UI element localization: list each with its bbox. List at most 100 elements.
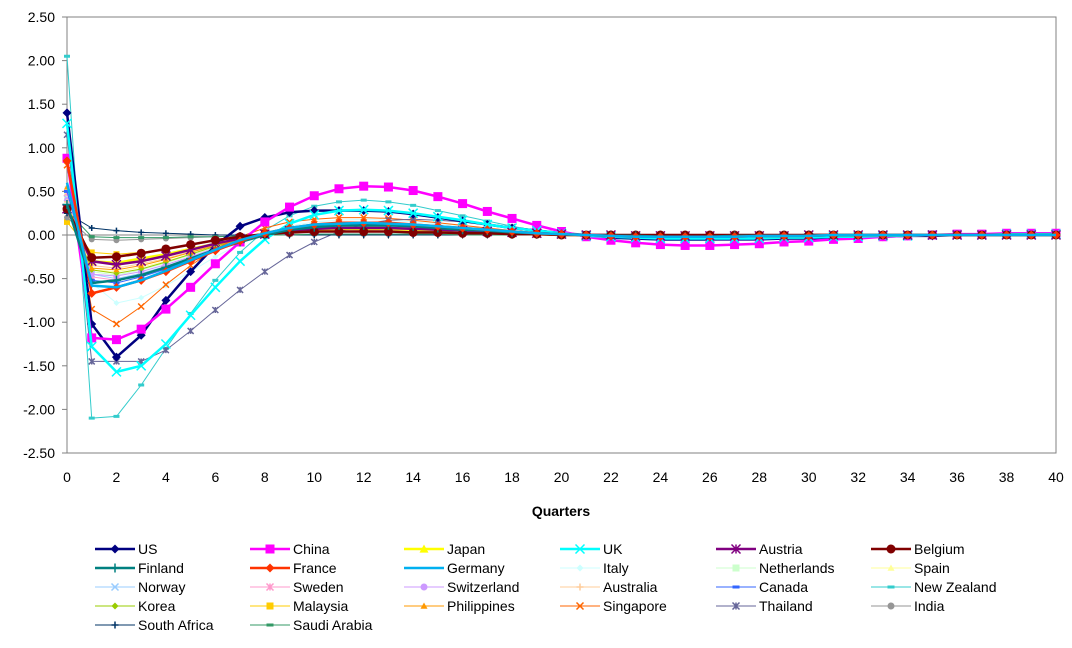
data-point-marker <box>113 236 120 240</box>
x-tick-label: 6 <box>211 469 219 485</box>
x-tick-label: 4 <box>162 469 170 485</box>
data-point-marker <box>779 237 789 247</box>
data-point-marker <box>88 235 95 239</box>
data-point-marker <box>110 544 120 554</box>
legend-item: Malaysia <box>250 598 348 614</box>
legend-label: Norway <box>138 579 185 595</box>
y-tick-label: -0.50 <box>23 271 55 287</box>
data-point-marker <box>265 582 275 592</box>
legend-item: Norway <box>95 579 185 595</box>
data-point-marker <box>235 221 245 231</box>
legend-item: China <box>250 541 330 557</box>
data-point-marker <box>385 200 392 204</box>
data-point-marker <box>383 205 394 216</box>
data-point-marker <box>86 341 97 352</box>
y-tick-label: 2.50 <box>28 9 55 25</box>
data-point-marker <box>111 602 119 610</box>
data-point-marker <box>680 240 690 250</box>
x-tick-label: 14 <box>405 469 421 485</box>
data-point-marker <box>754 239 764 249</box>
data-point-marker <box>212 278 219 282</box>
data-point-marker <box>334 227 344 237</box>
data-point-marker <box>804 236 814 246</box>
x-tick-label: 20 <box>554 469 570 485</box>
legend: US China Japan UK Austria Belgium Finland Franc… <box>95 541 997 633</box>
data-point-marker <box>110 582 120 592</box>
data-point-marker <box>161 244 171 254</box>
data-point-marker <box>360 214 368 222</box>
legend-label: US <box>138 541 157 557</box>
data-point-marker <box>64 214 70 221</box>
legend-label: Japan <box>447 541 485 557</box>
x-tick-label: 18 <box>504 469 520 485</box>
data-point-marker <box>62 156 72 166</box>
data-point-marker <box>161 295 171 305</box>
data-point-marker <box>482 206 492 216</box>
data-point-marker <box>64 189 70 193</box>
legend-label: China <box>293 541 330 557</box>
data-point-marker <box>236 286 244 294</box>
x-tick-label: 8 <box>261 469 269 485</box>
data-point-marker <box>111 259 122 270</box>
data-point-marker <box>186 267 196 277</box>
legend-label: Canada <box>759 579 808 595</box>
data-point-marker <box>162 281 170 289</box>
data-point-marker <box>62 108 72 118</box>
data-point-marker <box>110 563 120 573</box>
legend-item: Austria <box>716 541 803 557</box>
data-point-marker <box>136 360 147 371</box>
data-point-marker <box>432 211 443 222</box>
data-point-marker <box>309 209 320 220</box>
data-point-marker <box>88 225 95 232</box>
data-point-marker <box>111 621 119 629</box>
data-point-marker <box>136 248 146 258</box>
legend-item: India <box>871 598 945 614</box>
data-point-marker <box>408 186 418 196</box>
data-point-marker <box>112 320 120 328</box>
legend-item: Canada <box>716 579 808 595</box>
data-point-marker <box>887 585 895 589</box>
data-point-marker <box>266 602 274 610</box>
legend-label: France <box>293 560 337 576</box>
data-point-marker <box>360 198 367 202</box>
data-point-marker <box>210 235 220 245</box>
legend-label: Philippines <box>447 598 515 614</box>
data-point-marker <box>458 199 468 209</box>
data-point-marker <box>111 335 121 345</box>
legend-item: Finland <box>95 560 184 576</box>
legend-item: US <box>95 541 157 557</box>
x-tick-label: 16 <box>455 469 471 485</box>
data-point-marker <box>433 192 443 202</box>
data-point-marker <box>260 217 270 227</box>
legend-item: Switzerland <box>404 579 519 595</box>
legend-label: South Africa <box>138 617 214 633</box>
data-point-marker <box>457 215 468 226</box>
data-point-marker <box>705 240 715 250</box>
series-line <box>65 182 1056 289</box>
legend-item: Philippines <box>404 598 515 614</box>
data-point-marker <box>162 230 169 237</box>
data-point-marker <box>64 54 70 58</box>
data-point-marker <box>309 191 319 201</box>
data-point-marker <box>136 324 146 334</box>
data-point-marker <box>408 208 419 219</box>
y-tick-label: -1.00 <box>23 314 55 330</box>
data-point-marker <box>732 585 740 589</box>
x-tick-label: 34 <box>900 469 916 485</box>
legend-label: UK <box>603 541 623 557</box>
data-point-marker <box>887 602 895 610</box>
x-tick-label: 32 <box>850 469 866 485</box>
data-point-marker <box>420 602 428 609</box>
data-point-marker <box>310 238 318 246</box>
data-point-marker <box>87 253 97 263</box>
legend-item: Korea <box>95 598 176 614</box>
data-point-marker <box>285 251 294 259</box>
legend-item: Germany <box>404 560 505 576</box>
data-point-marker <box>730 543 742 555</box>
x-axis-title: Quarters <box>532 503 591 519</box>
legend-label: Sweden <box>293 579 344 595</box>
legend-label: Austria <box>759 541 803 557</box>
data-point-marker <box>111 252 121 262</box>
data-point-marker <box>160 338 171 350</box>
y-tick-label: -1.50 <box>23 358 55 374</box>
